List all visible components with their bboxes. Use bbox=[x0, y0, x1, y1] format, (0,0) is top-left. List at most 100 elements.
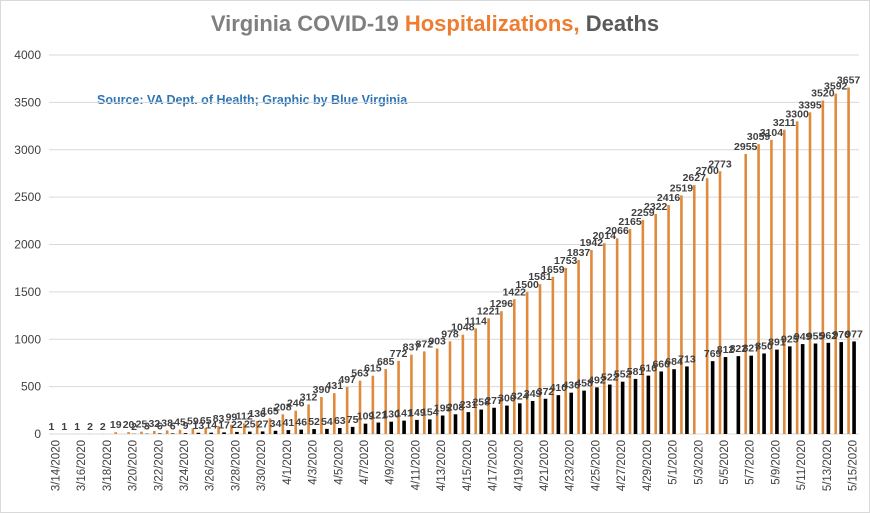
death-data-label: 410 bbox=[550, 382, 568, 394]
death-bar bbox=[209, 432, 214, 434]
hospitalization-bar bbox=[487, 318, 490, 434]
death-data-label: 769 bbox=[704, 348, 722, 360]
hospitalization-bar bbox=[667, 205, 670, 434]
death-bar bbox=[479, 409, 484, 434]
death-bar bbox=[312, 429, 316, 434]
y-tick-label: 1000 bbox=[14, 332, 41, 346]
hospitalization-data-label: 136 bbox=[248, 408, 266, 420]
bars bbox=[50, 87, 856, 435]
x-tick-label: 3/14/2020 bbox=[50, 440, 62, 491]
death-bar bbox=[543, 398, 548, 434]
death-data-label: 130 bbox=[382, 409, 400, 421]
hospitalization-data-label: 3300 bbox=[785, 108, 809, 120]
hospitalization-data-label: 1659 bbox=[541, 264, 565, 276]
hospitalization-data-label: 2165 bbox=[618, 216, 642, 228]
hospitalization-data-label: 2519 bbox=[670, 182, 694, 194]
x-tick-label: 5/3/2020 bbox=[693, 440, 705, 485]
hospitalization-bar bbox=[294, 410, 298, 434]
x-tick-label: 4/5/2020 bbox=[333, 440, 345, 485]
source-note: Source: VA Dept. of Health; Graphic by B… bbox=[97, 93, 408, 107]
hospitalization-bar bbox=[641, 219, 645, 434]
hospitalization-bar bbox=[410, 354, 413, 434]
hospitalization-bar bbox=[140, 431, 143, 434]
x-tick-label: 3/24/2020 bbox=[179, 440, 191, 491]
hospitalization-data-label: 431 bbox=[326, 380, 344, 392]
death-bar bbox=[170, 433, 175, 434]
y-tick-label: 3000 bbox=[14, 143, 41, 157]
hospitalization-bar bbox=[590, 249, 593, 434]
hospitalization-data-label: 872 bbox=[416, 338, 434, 350]
death-data-label: 54 bbox=[321, 416, 333, 428]
death-bar bbox=[517, 403, 522, 434]
hospitalization-data-label: 45 bbox=[174, 417, 186, 429]
death-data-label: 2 bbox=[131, 421, 137, 433]
y-tick-label: 500 bbox=[21, 380, 41, 394]
death-data-label: 850 bbox=[755, 340, 773, 352]
death-data-label: 6 bbox=[170, 420, 176, 432]
death-data-label: 25 bbox=[244, 419, 256, 431]
hospitalization-bar bbox=[127, 432, 130, 434]
hospitalization-bar bbox=[474, 328, 478, 434]
death-bar bbox=[453, 414, 458, 434]
y-tick-label: 4000 bbox=[14, 48, 41, 62]
hospitalization-bar bbox=[281, 414, 285, 434]
hospitalization-bar bbox=[435, 348, 439, 434]
x-tick-label: 4/27/2020 bbox=[616, 440, 628, 491]
death-bar bbox=[775, 349, 779, 434]
hospitalization-data-label: 20 bbox=[123, 419, 135, 431]
death-bar bbox=[556, 395, 561, 434]
death-data-label: 962 bbox=[820, 330, 838, 342]
hospitalization-bar bbox=[770, 139, 773, 434]
death-bar bbox=[183, 433, 188, 434]
hospitalization-data-label: 3104 bbox=[760, 127, 784, 139]
death-data-label: 552 bbox=[614, 369, 632, 381]
hospitalization-data-label: 246 bbox=[287, 398, 305, 410]
death-data-label: 324 bbox=[511, 390, 529, 402]
death-data-label: 3 bbox=[144, 421, 150, 433]
hospitalization-bar bbox=[448, 341, 452, 434]
x-tick-label: 4/23/2020 bbox=[565, 440, 577, 491]
hospitalization-bar bbox=[358, 380, 362, 434]
hospitalization-bar bbox=[500, 311, 503, 434]
death-data-label: 970 bbox=[832, 329, 850, 341]
hospitalization-data-label: 497 bbox=[338, 374, 356, 386]
hospitalization-data-label: 3592 bbox=[824, 81, 848, 93]
death-data-label: 52 bbox=[308, 416, 320, 428]
hospitalization-data-label: 2955 bbox=[734, 141, 758, 153]
x-tick-label: 3/18/2020 bbox=[102, 440, 114, 491]
hospitalization-bar bbox=[551, 276, 555, 434]
hospitalization-data-label: 2416 bbox=[657, 192, 681, 204]
death-data-label: 27 bbox=[257, 418, 269, 430]
x-tick-label: 3/26/2020 bbox=[205, 440, 217, 491]
hospitalization-bar bbox=[795, 121, 799, 434]
hospitalization-bar bbox=[384, 369, 388, 434]
death-data-label: 63 bbox=[334, 415, 346, 427]
death-data-label: 14 bbox=[205, 420, 217, 432]
hospitalization-bar bbox=[615, 238, 619, 434]
x-tick-label: 3/30/2020 bbox=[256, 440, 268, 491]
hospitalization-data-label: 2 bbox=[100, 421, 106, 433]
death-bar bbox=[569, 392, 574, 434]
hospitalization-data-label: 2700 bbox=[695, 165, 719, 177]
chart-title-part-3: Deaths bbox=[580, 11, 659, 36]
hospitalization-bar bbox=[692, 185, 696, 434]
death-bar bbox=[157, 433, 162, 434]
hospitalization-data-label: 3657 bbox=[837, 74, 861, 86]
x-tick-label: 4/15/2020 bbox=[462, 440, 474, 491]
death-bar bbox=[710, 361, 715, 434]
death-data-label: 9 bbox=[183, 420, 189, 432]
death-bar bbox=[350, 426, 355, 434]
hospitalization-data-label: 2773 bbox=[708, 158, 732, 170]
death-data-label: 121 bbox=[370, 410, 388, 422]
hospitalization-data-label: 2627 bbox=[683, 172, 707, 184]
hospitalization-bar bbox=[564, 267, 568, 434]
death-data-label: 141 bbox=[395, 408, 413, 420]
death-data-label: 149 bbox=[408, 407, 426, 419]
x-tick-label: 3/28/2020 bbox=[230, 440, 242, 491]
hospitalization-bar bbox=[397, 360, 400, 434]
hospitalization-bar bbox=[821, 100, 825, 434]
hospitalization-bar bbox=[242, 423, 246, 434]
death-bar bbox=[800, 344, 805, 434]
death-bar bbox=[582, 390, 586, 434]
